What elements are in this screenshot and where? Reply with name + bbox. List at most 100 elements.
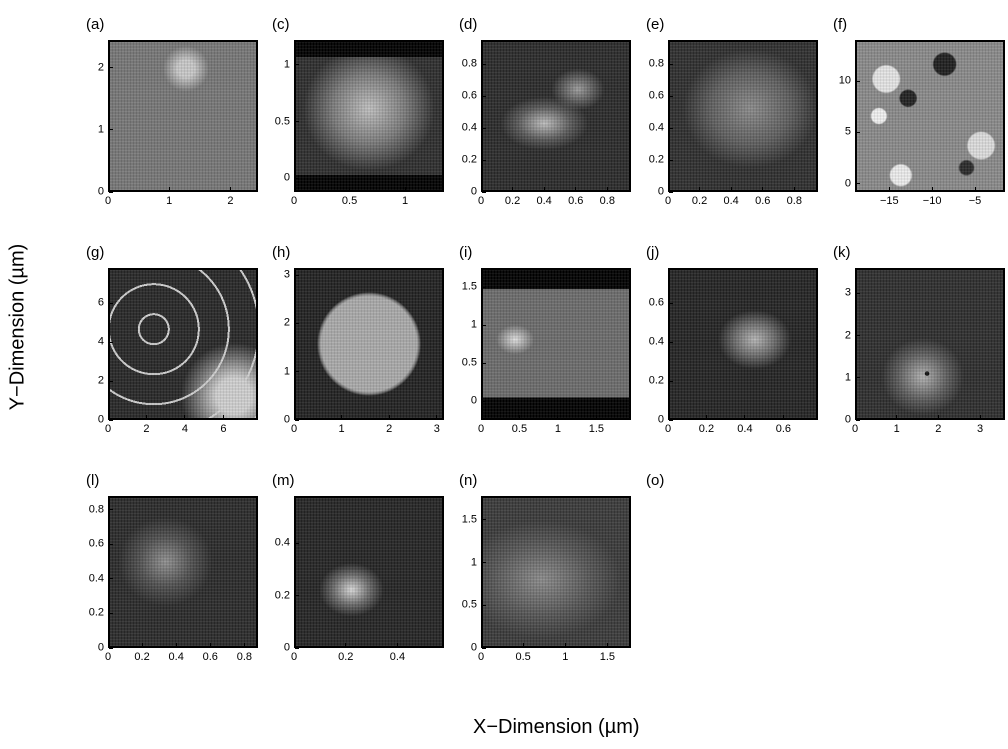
panel-label: (m) [272, 472, 295, 489]
y-tick-mark [109, 302, 113, 304]
y-tick-mark [109, 578, 113, 580]
y-tick-mark [669, 419, 673, 421]
x-tick-mark [396, 643, 398, 647]
x-tick-mark [107, 187, 109, 191]
y-tick-mark [109, 380, 113, 382]
x-tick-label: 0 [477, 651, 485, 663]
x-tick-mark [667, 415, 669, 419]
x-tick-label: 0 [664, 423, 672, 435]
x-tick-label: 3 [433, 423, 440, 435]
micrograph-panel [294, 40, 444, 192]
y-tick-mark [482, 63, 486, 65]
y-tick-mark [669, 380, 673, 382]
x-tick-label: 2 [227, 195, 234, 207]
x-tick-mark [175, 643, 177, 647]
y-tick-label: 0.2 [648, 153, 664, 166]
y-tick-mark [482, 362, 486, 364]
y-tick-mark [295, 274, 299, 276]
x-tick-label: 6 [220, 423, 227, 435]
y-tick-mark [295, 419, 299, 421]
y-tick-label: 0 [97, 185, 104, 198]
x-tick-mark [979, 415, 981, 419]
x-tick-mark [145, 415, 147, 419]
panel-label: (k) [833, 244, 851, 261]
x-tick-label: 0.6 [202, 651, 218, 663]
x-tick-label: 0 [477, 195, 485, 207]
micrograph-panel [481, 40, 631, 192]
x-tick-label: 0.4 [723, 195, 739, 207]
y-tick-mark [856, 183, 860, 185]
x-tick-label: 0 [104, 195, 112, 207]
y-tick-label: 0.8 [88, 503, 104, 516]
micrograph-image [110, 42, 256, 190]
panel-label: (h) [272, 244, 291, 261]
y-tick-label: 0 [844, 413, 851, 426]
y-tick-mark [482, 562, 486, 564]
x-tick-mark [480, 187, 482, 191]
micrograph-image [670, 270, 816, 418]
x-tick-label: 0.5 [341, 195, 358, 207]
y-tick-mark [482, 647, 486, 649]
y-tick-label: 1 [283, 365, 290, 378]
y-tick-mark [669, 95, 673, 97]
y-tick-label: 0.6 [461, 89, 477, 102]
panel-label: (d) [459, 16, 478, 33]
micrograph-image [296, 498, 442, 646]
x-tick-mark [293, 643, 295, 647]
x-tick-mark [595, 415, 597, 419]
y-tick-mark [109, 67, 113, 69]
x-tick-label: 0 [104, 423, 112, 435]
y-tick-mark [856, 292, 860, 294]
y-tick-label: 3 [844, 286, 851, 299]
y-tick-label: 0.4 [461, 121, 477, 134]
y-tick-label: 0 [657, 413, 664, 426]
x-tick-label: 2 [143, 423, 150, 435]
x-tick-mark [184, 415, 186, 419]
y-tick-mark [482, 324, 486, 326]
x-tick-mark [937, 415, 939, 419]
y-tick-mark [669, 127, 673, 129]
y-tick-label: 2 [97, 61, 104, 74]
y-tick-label: 2 [97, 374, 104, 387]
y-tick-mark [295, 322, 299, 324]
x-tick-label: 1.5 [588, 423, 605, 435]
x-tick-label: −10 [922, 195, 942, 207]
x-tick-mark [543, 187, 545, 191]
y-tick-mark [109, 129, 113, 131]
panel-label: (n) [459, 472, 478, 489]
y-tick-mark [109, 647, 113, 649]
y-tick-mark [109, 612, 113, 614]
y-tick-label: 3 [283, 268, 290, 281]
x-tick-mark [854, 415, 856, 419]
x-tick-label: 0.4 [536, 195, 552, 207]
x-tick-label: 0.2 [504, 195, 521, 207]
x-tick-mark [480, 415, 482, 419]
x-tick-mark [404, 187, 406, 191]
x-tick-label: 0.4 [737, 423, 753, 435]
panel-label: (f) [833, 16, 848, 33]
y-tick-label: 4 [97, 335, 104, 348]
y-tick-mark [109, 341, 113, 343]
y-tick-label: 0.5 [274, 115, 290, 128]
x-tick-label: 0.5 [511, 423, 528, 435]
x-tick-mark [518, 415, 520, 419]
y-tick-label: 1 [283, 58, 290, 71]
y-tick-mark [482, 159, 486, 161]
x-tick-mark [522, 643, 524, 647]
y-tick-label: 1 [844, 371, 851, 384]
y-tick-label: 0.2 [461, 153, 477, 166]
x-tick-mark [293, 187, 295, 191]
y-tick-mark [856, 131, 860, 133]
x-tick-mark [341, 415, 343, 419]
x-tick-mark [107, 415, 109, 419]
micrograph-panel [108, 496, 258, 648]
y-tick-label: 0.8 [461, 57, 477, 70]
y-tick-label: 0 [470, 641, 477, 654]
x-tick-label: 0.8 [599, 195, 615, 207]
x-tick-mark [293, 415, 295, 419]
micrograph-panel [294, 268, 444, 420]
micrograph-panel [481, 496, 631, 648]
x-tick-label: 1 [554, 423, 561, 435]
y-tick-label: 1 [470, 556, 477, 569]
y-tick-mark [295, 542, 299, 544]
